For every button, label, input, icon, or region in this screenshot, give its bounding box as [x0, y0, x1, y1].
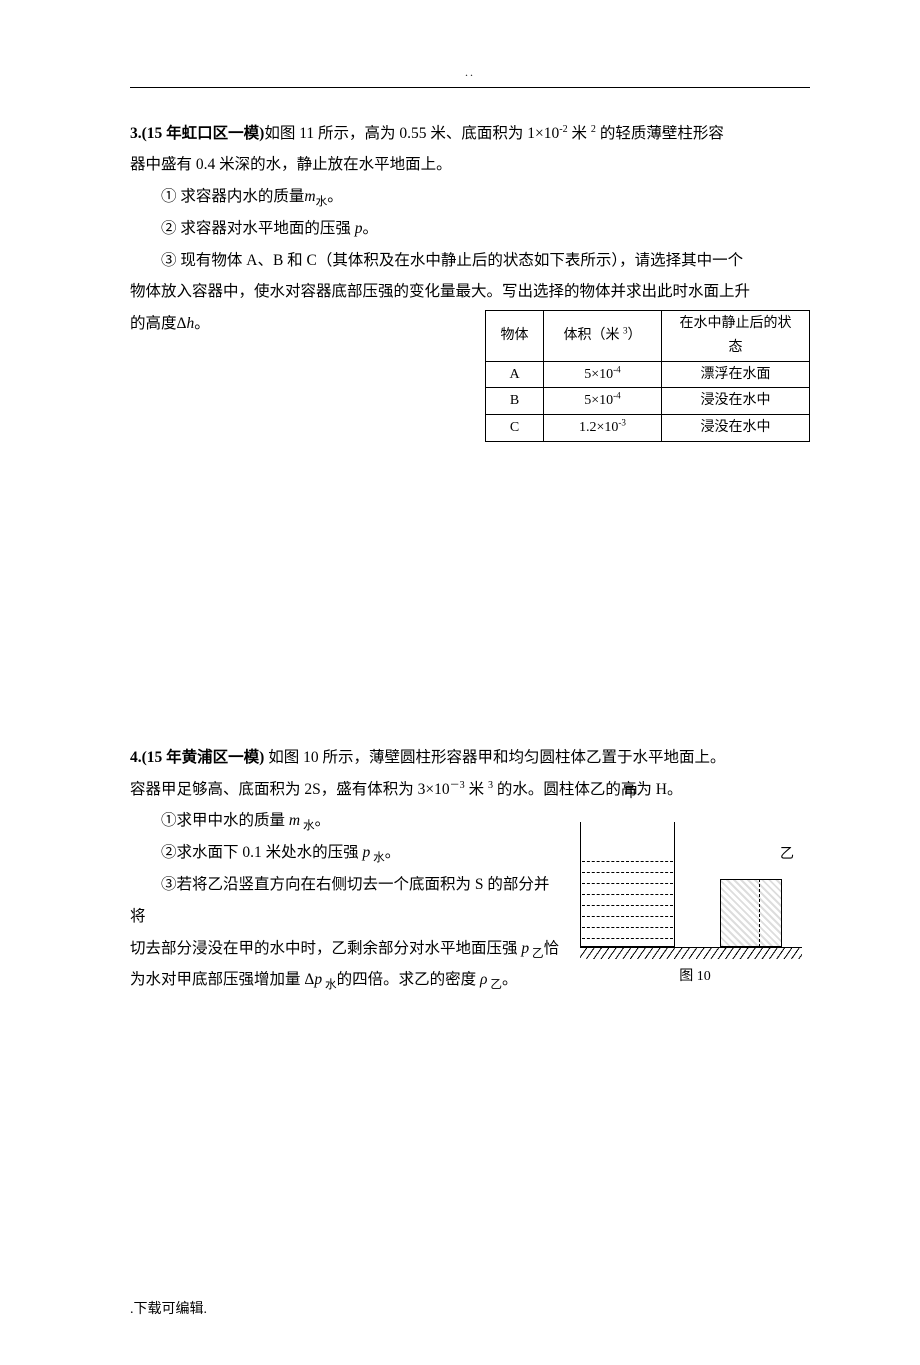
p3-line2: 器中盛有 0.4 米深的水，静止放在水平地面上。 — [130, 149, 810, 181]
p3-lead: 3.(15 年虹口区一模) — [130, 125, 264, 142]
cell: A — [486, 361, 544, 388]
p4-l2c: 的水。圆柱体乙的高为 H。 — [493, 781, 682, 798]
ground-hatching — [580, 947, 802, 959]
p3-q1-var: m — [304, 188, 315, 205]
p3-q2: ② 求容器对水平地面的压强 p。 — [130, 213, 810, 245]
p4-q3c-a: 为水对甲底部压强增加量 Δ — [130, 971, 314, 988]
p4-text: 如图 10 所示，薄壁圆柱形容器甲和均匀圆柱体乙置于水平地面上。 — [268, 749, 725, 766]
p4-q1-end: 。 — [315, 812, 331, 829]
figure-10: 甲 乙 图 10 — [580, 809, 810, 992]
p4-q3c-sub1: 水 — [322, 978, 337, 991]
label-yi: 乙 — [780, 841, 794, 870]
cylinder-yi — [720, 879, 782, 947]
th-vol-post: ） — [628, 328, 642, 343]
p3-text: 的轻质薄壁柱形容 — [596, 125, 724, 142]
p3-q2-text: ② 求容器对水平地面的压强 — [161, 220, 355, 237]
p4-q1-sub: 水 — [300, 820, 315, 833]
p4-q1-text: ①求甲中水的质量 — [161, 812, 289, 829]
p3-table: 物体 体积（米 3） 在水中静止后的状态 A 5×10-4 漂浮在水面 B 5×… — [485, 310, 810, 442]
p3-q1-text: ① 求容器内水的质量 — [161, 188, 304, 205]
p4-q2-sub: 水 — [370, 851, 385, 864]
cell: 浸没在水中 — [662, 415, 810, 442]
p3-q3a: ③ 现有物体 A、B 和 C（其体积及在水中静止后的状态如下表所示），请选择其中… — [130, 245, 810, 277]
water-fill — [582, 861, 673, 946]
problem-4: 4.(15 年黄浦区一模) 如图 10 所示，薄壁圆柱形容器甲和均匀圆柱体乙置于… — [130, 742, 810, 996]
figure-canvas: 甲 乙 — [580, 809, 810, 959]
footer-text: .下载可编辑. — [130, 1296, 810, 1325]
cell-text: 5×10 — [584, 367, 613, 382]
p4-q3b-sub: 乙 — [529, 947, 544, 960]
table-row: 物体 体积（米 3） 在水中静止后的状态 — [486, 310, 810, 361]
th-volume: 体积（米 3） — [544, 310, 662, 361]
table-row: C 1.2×10-3 浸没在水中 — [486, 415, 810, 442]
p4-l2sup: －3 — [450, 780, 465, 791]
container-jia — [580, 822, 675, 947]
p3-line1: 3.(15 年虹口区一模)如图 11 所示，高为 0.55 米、底面积为 1×1… — [130, 118, 810, 150]
cell-sup: -4 — [613, 391, 621, 401]
p4-l2b: 米 — [465, 781, 488, 798]
header-dots: .. — [130, 60, 810, 85]
header-rule — [130, 87, 810, 88]
p4-line2: 容器甲足够高、底面积为 2S，盛有体积为 3×10－3 米 3 的水。圆柱体乙的… — [130, 774, 810, 806]
cell-sup: -3 — [618, 417, 626, 427]
th-state: 在水中静止后的状态 — [662, 310, 810, 361]
p3-q1-end: 。 — [327, 188, 343, 205]
p3-q3c-end: 。 — [194, 315, 210, 332]
cell: 5×10-4 — [544, 388, 662, 415]
p4-q3b-text: 切去部分浸没在甲的水中时，乙剩余部分对水平地面压强 — [130, 940, 521, 957]
table-row: B 5×10-4 浸没在水中 — [486, 388, 810, 415]
p3-q2-var: p — [355, 220, 363, 237]
cell: 漂浮在水面 — [662, 361, 810, 388]
p4-l2a: 容器甲足够高、底面积为 2S，盛有体积为 3×10 — [130, 781, 450, 798]
cell: C — [486, 415, 544, 442]
p3-q3c-text: 的高度Δ — [130, 315, 186, 332]
p3-q2-end: 。 — [363, 220, 379, 237]
problem-3: 3.(15 年虹口区一模)如图 11 所示，高为 0.55 米、底面积为 1×1… — [130, 118, 810, 442]
cell: 5×10-4 — [544, 361, 662, 388]
p4-q3c-sub2: 乙 — [487, 978, 502, 991]
cell: 浸没在水中 — [662, 388, 810, 415]
p4-lead: 4.(15 年黄浦区一模) — [130, 749, 268, 766]
p3-sup1: -2 — [559, 123, 567, 134]
cell: 1.2×10-3 — [544, 415, 662, 442]
cell-sup: -4 — [613, 364, 621, 374]
p3-q1-sub: 水 — [316, 195, 328, 208]
p3-text: 米 — [568, 125, 591, 142]
p3-q3b: 物体放入容器中，使水对容器底部压强的变化量最大。写出选择的物体并求出此时水面上升 — [130, 276, 810, 308]
p4-line1: 4.(15 年黄浦区一模) 如图 10 所示，薄壁圆柱形容器甲和均匀圆柱体乙置于… — [130, 742, 810, 774]
th-vol-pre: 体积（米 — [563, 328, 623, 343]
th-object: 物体 — [486, 310, 544, 361]
p3-q1: ① 求容器内水的质量m水。 — [130, 181, 810, 213]
p4-q3b-var: p — [521, 940, 529, 957]
p4-q3c-var1: p — [314, 971, 322, 988]
cell: B — [486, 388, 544, 415]
p4-q3c-b: 的四倍。求乙的密度 — [337, 971, 480, 988]
figure-caption: 图 10 — [580, 963, 810, 992]
p4-q1-var: m — [289, 812, 300, 829]
cell-text: 1.2×10 — [579, 420, 618, 435]
cut-line — [759, 879, 760, 947]
p4-q2-end: 。 — [385, 844, 401, 861]
cell-text: 5×10 — [584, 393, 613, 408]
p4-q3b-end: 恰 — [544, 940, 560, 957]
p3-text: 如图 11 所示，高为 0.55 米、底面积为 1×10 — [264, 125, 559, 142]
label-jia: 甲 — [624, 780, 638, 809]
p4-q2-text: ②求水面下 0.1 米处水的压强 — [161, 844, 363, 861]
p4-q3c-c: 。 — [502, 971, 518, 988]
table-row: A 5×10-4 漂浮在水面 — [486, 361, 810, 388]
